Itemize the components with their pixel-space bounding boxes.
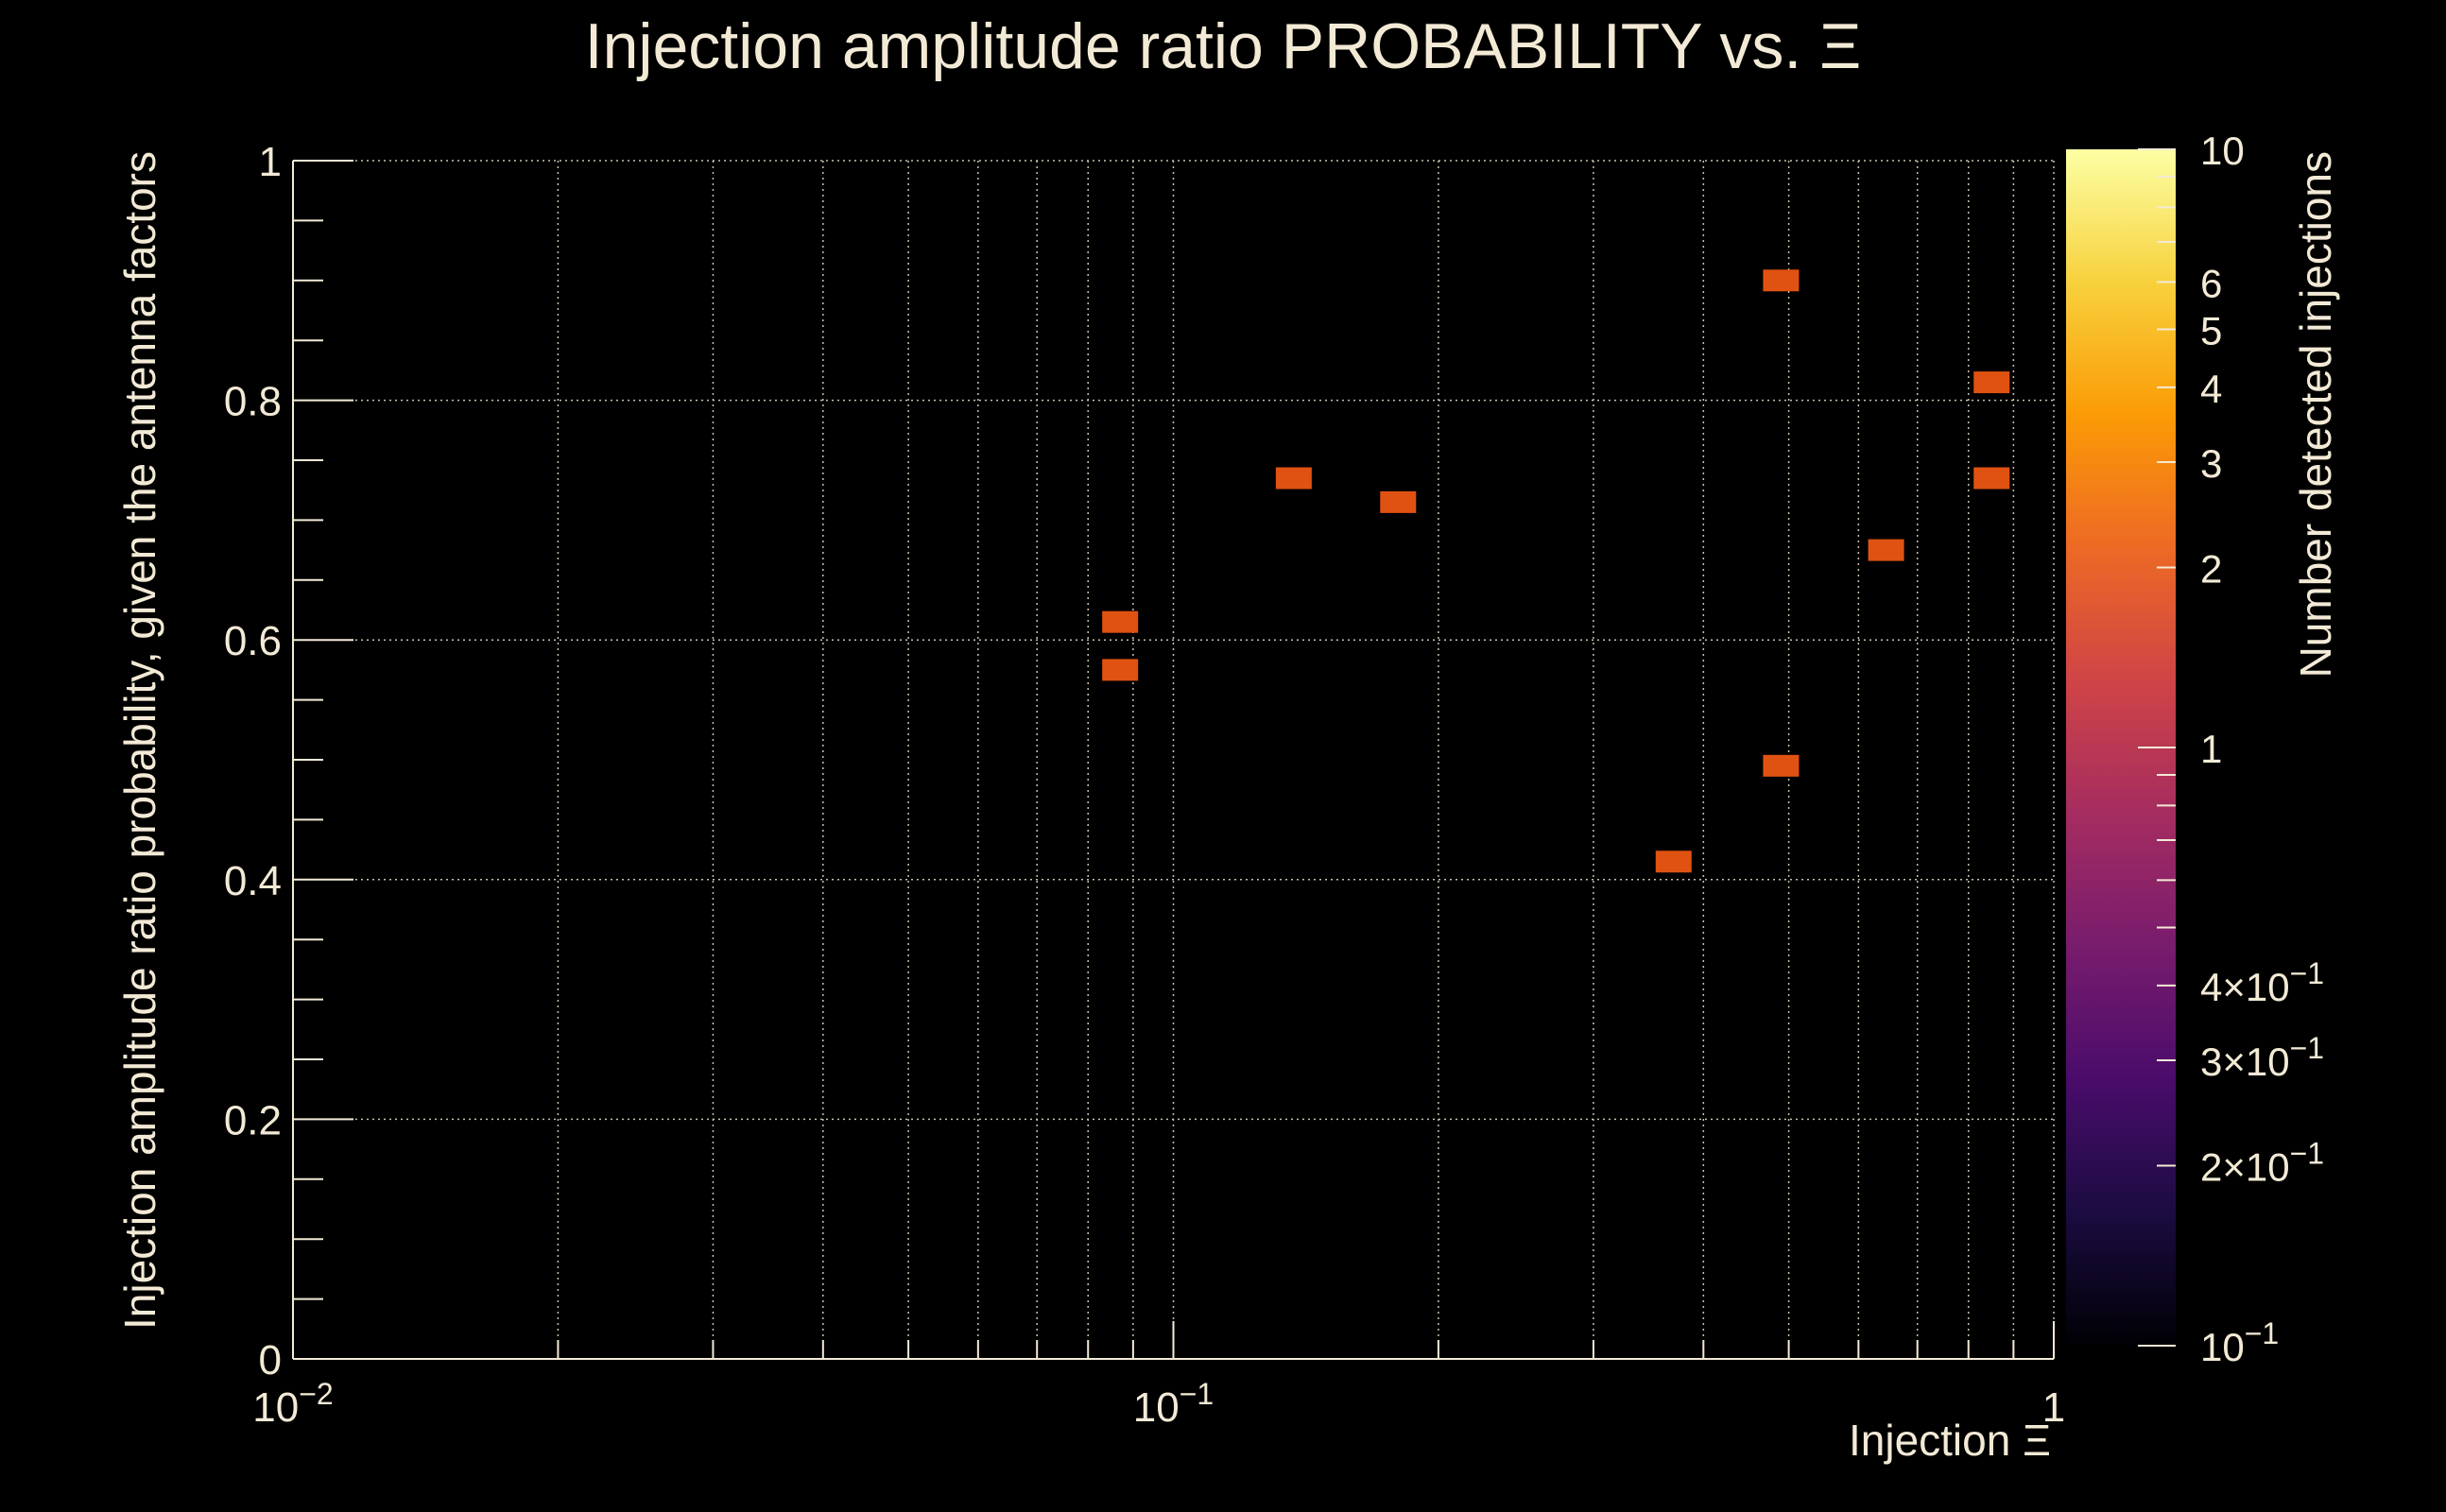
- x-tick-label: 10−1: [1133, 1377, 1214, 1431]
- colorbar-label: Number detected injections: [2291, 151, 2340, 678]
- x-tick-label: 10−2: [252, 1377, 333, 1431]
- y-tick-label: 1: [259, 139, 282, 185]
- heatmap-cell: [1973, 371, 2010, 394]
- y-tick-label: 0: [259, 1337, 282, 1383]
- colorbar-tick-label: 1: [2200, 727, 2222, 771]
- grid: [292, 160, 2055, 1360]
- heatmap-cell: [1655, 850, 1692, 873]
- colorbar-tick-label: 3×10−1: [2200, 1031, 2324, 1084]
- colorbar-tick-label: 2×10−1: [2200, 1136, 2324, 1189]
- y-tick-label: 0.4: [224, 858, 282, 904]
- y-tick-label: 0.2: [224, 1097, 282, 1143]
- heatmap-cell: [1763, 269, 1800, 292]
- y-tick-label: 0.8: [224, 379, 282, 425]
- colorbar-tick-label: 10: [2200, 129, 2245, 173]
- colorbar-tick-label: 4×10−1: [2200, 956, 2324, 1009]
- y-axis-label: Injection amplitude ratio probability, g…: [115, 151, 164, 1330]
- axes: 0 0.2 0.4 0.6 0.8 1 10−2 10−1 1: [224, 139, 2065, 1431]
- heatmap-cell: [1102, 659, 1139, 681]
- y-tick-label: 0.6: [224, 618, 282, 664]
- heatmap-cells: [1102, 269, 2010, 873]
- heatmap-cell: [1275, 467, 1312, 490]
- heatmap-cell: [1380, 490, 1417, 513]
- heatmap-cell: [1973, 467, 2010, 490]
- colorbar-tick-label: 10−1: [2200, 1316, 2279, 1369]
- colorbar-tick-label: 3: [2200, 441, 2222, 486]
- colorbar-tick-label: 2: [2200, 546, 2222, 591]
- x-tick-label: 1: [2042, 1384, 2065, 1431]
- colorbar-tick-label: 4: [2200, 367, 2222, 411]
- heatmap-cell: [1102, 610, 1139, 633]
- heatmap-cell: [1763, 754, 1800, 777]
- colorbar-ticks: 10 65 4 3 2 1 4×10−1 3×10−1 2×10−1 10−1: [2138, 129, 2324, 1369]
- chart-title: Injection amplitude ratio PROBABILITY vs…: [585, 10, 1862, 82]
- colorbar-tick-label: 5: [2200, 309, 2222, 353]
- colorbar-tick-label: 6: [2200, 261, 2222, 305]
- x-axis-label: Injection Ξ: [1849, 1416, 2051, 1465]
- heatmap-cell: [1868, 539, 1904, 561]
